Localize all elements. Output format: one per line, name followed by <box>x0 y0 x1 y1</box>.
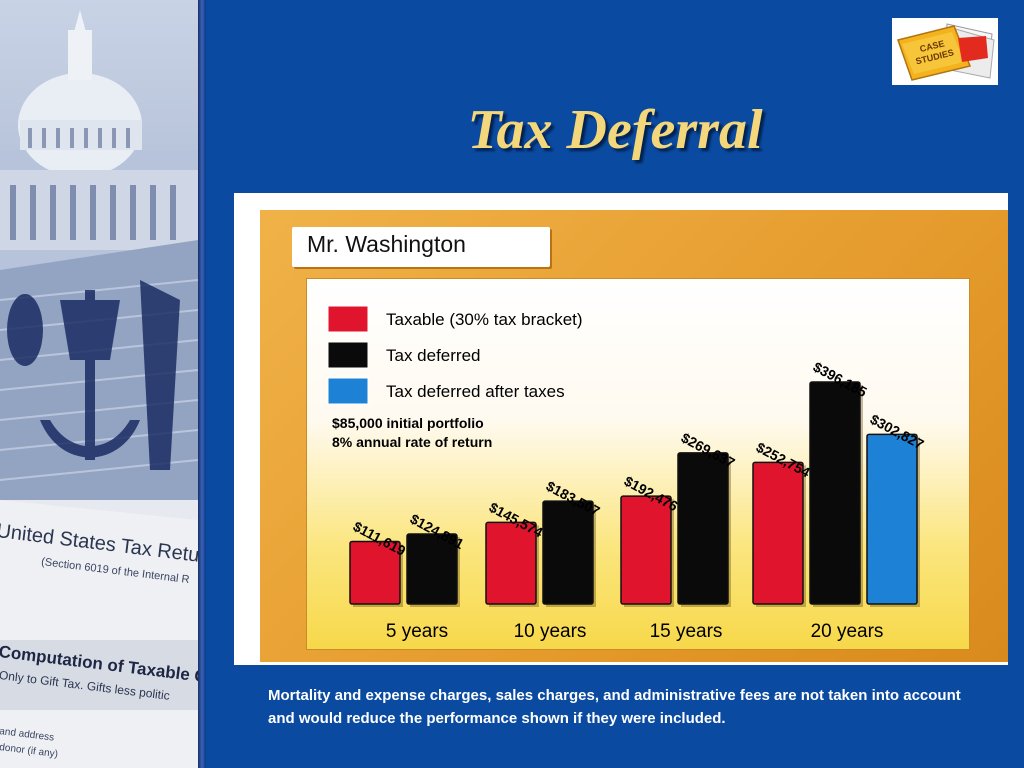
case-studies-logo: CASE STUDIES <box>892 18 998 85</box>
capitol-illustration <box>0 10 198 768</box>
chart-title: Mr. Washington <box>307 231 466 257</box>
plot-area <box>306 278 970 650</box>
chart-title-tag <box>292 227 550 267</box>
panel-divider <box>198 0 206 768</box>
capitol-tax-form-image: United States Tax Return (Section 6019 o… <box>0 0 198 768</box>
disclaimer-footnote: Mortality and expense charges, sales cha… <box>268 687 961 727</box>
slide-title: Tax Deferral <box>467 99 763 161</box>
folder-icon: CASE STUDIES <box>897 23 995 81</box>
